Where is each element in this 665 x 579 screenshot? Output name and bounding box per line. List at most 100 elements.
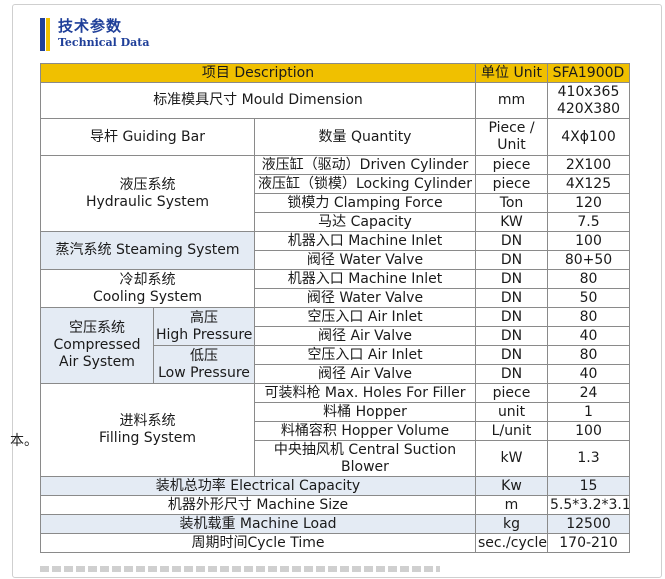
side-text: 本。 <box>10 433 38 449</box>
compressed-label: 空压系统 Compressed Air System <box>40 307 154 384</box>
row-value: 80 <box>547 307 630 327</box>
row-value: 5.5*3.2*3.1 <box>547 495 630 515</box>
row-unit: DN <box>475 326 548 346</box>
table-row: 料桶 Hopper unit 1 <box>41 402 630 422</box>
row-sub: 机器入口 Machine Inlet <box>254 231 476 251</box>
row-unit: DN <box>475 307 548 327</box>
row-sub: 马达 Capacity <box>254 212 476 232</box>
section-title: 技术参数 <box>58 17 123 35</box>
row-value: 50 <box>547 288 630 308</box>
machine-load-label: 装机载重 Machine Load <box>40 514 476 534</box>
truncated-footnote <box>40 566 440 572</box>
row-unit: kW <box>475 440 548 477</box>
row-value: 80 <box>547 345 630 365</box>
row-value: 100 <box>547 421 630 441</box>
filling-label-cn: 进料系统 <box>119 413 176 429</box>
row-sub-line-2: Blower <box>341 458 389 475</box>
machine-size-label: 机器外形尺寸 Machine Size <box>40 495 476 515</box>
header-description: 项目 Description <box>40 63 476 83</box>
table-row: 进料系统 Filling System 可装料枪 Max. Holes For F… <box>40 383 630 477</box>
table-row: 液压系统 Hydraulic System 液压缸（驱动）Driven Cylin… <box>40 155 630 232</box>
filling-label: 进料系统 Filling System <box>40 383 255 477</box>
table-row: 空压系统 Compressed Air System 高压 High Pressure… <box>40 307 630 384</box>
row-unit: Kw <box>475 476 548 496</box>
guiding-value: 4Xϕ100 <box>547 118 630 156</box>
table-row: 蒸汽系统 Steaming System 机器入口 Machine Inlet … <box>40 231 630 270</box>
hydraulic-label-cn: 液压系统 <box>119 176 176 193</box>
row-unit: DN <box>475 364 548 384</box>
technical-data-table: 项目 Description 单位 Unit SFA1900D 标准模具尺寸 M… <box>40 63 630 553</box>
row-sub: 阀径 Air Valve <box>254 326 476 346</box>
table-row: 装机总功率 Electrical Capacity Kw 15 <box>40 476 630 496</box>
row-sub: 液压缸（锁模）Locking Cylinder <box>254 174 476 194</box>
guiding-sub: 数量 Quantity <box>254 118 476 156</box>
table-row: 液压缸（锁模）Locking Cylinder piece 4X125 <box>41 174 630 194</box>
row-unit: unit <box>475 402 548 422</box>
table-header-row: 项目 Description 单位 Unit SFA1900D <box>40 63 630 83</box>
table-row: 阀径 Air Valve DN 40 <box>41 326 630 346</box>
row-unit: sec./cycle <box>475 533 548 553</box>
cooling-label-en: Cooling System <box>92 288 203 305</box>
table-row: 导杆 Guiding Bar 数量 Quantity Piece / Unit … <box>40 118 630 156</box>
row-value: 170-210 <box>547 533 630 553</box>
row-unit: kg <box>475 514 548 534</box>
row-value: 40 <box>547 364 630 384</box>
header-unit: 单位 Unit <box>475 63 548 83</box>
row-unit: piece <box>475 155 548 175</box>
hydraulic-label-en: Hydraulic System <box>85 193 210 210</box>
cycle-time-label: 周期时间Cycle Time <box>40 533 476 553</box>
low-pressure-label: 低压 Low Pressure <box>153 345 255 384</box>
row-value: 12500 <box>547 514 630 534</box>
row-value: 1 <box>547 402 630 422</box>
row-sub: 液压缸（驱动）Driven Cylinder <box>254 155 476 175</box>
row-unit: DN <box>475 250 548 270</box>
header-model: SFA1900D <box>547 63 630 83</box>
row-sub-line-1: 中央抽风机 Central Suction <box>273 441 457 458</box>
filling-label-en: Filling System <box>98 430 196 446</box>
mould-value: 410x365 420X380 <box>547 82 630 119</box>
page-frame <box>12 4 662 578</box>
low-pressure-en: Low Pressure <box>158 364 250 381</box>
guiding-unit: Piece / Unit <box>475 118 548 156</box>
row-sub: 空压入口 Air Inlet <box>254 307 476 327</box>
cooling-label-cn: 冷却系统 <box>119 271 176 288</box>
row-sub: 料桶容积 Hopper Volume <box>254 421 476 441</box>
row-sub: 阀径 Air Valve <box>254 364 476 384</box>
high-pressure-label: 高压 High Pressure <box>153 307 255 346</box>
row-value: 1.3 <box>547 440 630 477</box>
brand-bar-yellow <box>46 18 50 51</box>
table-row: 低压 Low Pressure 空压入口 Air Inlet DN 80 <box>41 345 630 384</box>
row-unit: m <box>475 495 548 515</box>
mould-unit: mm <box>475 82 548 119</box>
row-unit: L/unit <box>475 421 548 441</box>
row-unit: Ton <box>475 193 548 213</box>
table-row: 标准模具尺寸 Mould Dimension mm 410x365 420X380 <box>40 82 630 119</box>
row-unit: piece <box>475 383 548 403</box>
mould-value-2: 420X380 <box>556 100 621 117</box>
row-value: 80 <box>547 269 630 289</box>
row-unit: DN <box>475 345 548 365</box>
row-unit: DN <box>475 269 548 289</box>
cooling-label: 冷却系统 Cooling System <box>40 269 255 308</box>
row-value: 80+50 <box>547 250 630 270</box>
compressed-label-en-2: Air System <box>59 354 135 370</box>
row-value: 15 <box>547 476 630 496</box>
row-unit: KW <box>475 212 548 232</box>
compressed-label-en-1: Compressed <box>53 337 141 353</box>
row-sub: 中央抽风机 Central Suction Blower <box>254 440 476 477</box>
low-pressure-cn: 低压 <box>190 347 218 364</box>
section-subtitle: Technical Data <box>58 36 150 49</box>
table-row: 冷却系统 Cooling System 机器入口 Machine Inlet DN… <box>40 269 630 308</box>
table-row: 周期时间Cycle Time sec./cycle 170-210 <box>40 533 630 553</box>
row-sub: 可装料枪 Max. Holes For Filler <box>254 383 476 403</box>
brand-bar-blue <box>40 18 45 51</box>
high-pressure-cn: 高压 <box>190 309 218 326</box>
compressed-label-cn: 空压系统 <box>69 320 125 336</box>
row-value: 40 <box>547 326 630 346</box>
mould-label: 标准模具尺寸 Mould Dimension <box>40 82 476 119</box>
table-row: 装机载重 Machine Load kg 12500 <box>40 514 630 534</box>
row-unit: DN <box>475 231 548 251</box>
row-unit: DN <box>475 288 548 308</box>
electrical-capacity-label: 装机总功率 Electrical Capacity <box>40 476 476 496</box>
row-value: 4X125 <box>547 174 630 194</box>
